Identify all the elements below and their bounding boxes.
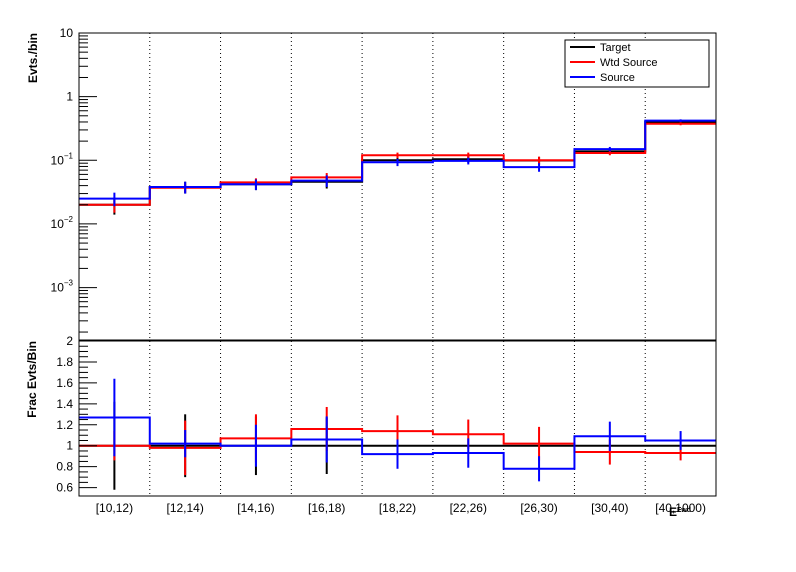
x-tick-label: [18,22) <box>379 501 416 515</box>
x-tick-label: [16,18) <box>308 501 345 515</box>
y-tick-label: 0.8 <box>56 460 73 474</box>
x-tick-label: [22,26) <box>450 501 487 515</box>
bottom-panel: 0.6 0.8 1 1.2 1.4 1.6 1.8 2 [10,12) [12,14) [14,1… <box>25 334 717 519</box>
source-ratio-step-line <box>79 416 716 470</box>
y-tick-label: 2 <box>66 334 73 348</box>
y-tick-base: 10 <box>51 153 65 167</box>
source-step-line <box>79 119 716 200</box>
top-series-layer <box>79 119 716 215</box>
bottom-y-axis-label: Frac Evts/Bin <box>25 341 39 418</box>
legend: Target Wtd Source Source <box>564 39 710 88</box>
y-tick-exponent: −3 <box>64 279 74 288</box>
x-axis-title-main: E <box>669 505 677 519</box>
x-tick-label: [40,1000) <box>655 501 706 515</box>
x-tick-label: [10,12) <box>96 501 133 515</box>
legend-label-source: Source <box>600 72 635 84</box>
y-tick-label: 1 <box>66 90 73 104</box>
top-y-axis-label: Evts./bin <box>26 33 40 83</box>
wtd-source-ratio-step-line <box>79 427 716 455</box>
top-frame <box>78 32 717 341</box>
y-tick-label: 1.6 <box>56 376 73 390</box>
y-tick-exponent: −2 <box>64 215 74 224</box>
y-tick-label: 10−2 <box>51 215 74 231</box>
legend-label-target: Target <box>600 42 631 54</box>
y-tick-label: 10−3 <box>51 279 74 295</box>
y-tick-label: 10−1 <box>51 151 74 167</box>
x-tick-label: [30,40) <box>591 501 628 515</box>
y-tick-exponent: −1 <box>64 151 74 160</box>
bottom-series-layer <box>79 378 716 490</box>
y-tick-label: 1.8 <box>56 355 73 369</box>
y-tick-label: 1.2 <box>56 418 73 432</box>
y-tick-base: 10 <box>51 217 65 231</box>
x-axis-category-labels: [10,12) [12,14) [14,16) [16,18) [18,22) [22,2… <box>96 501 706 515</box>
y-tick-label: 0.6 <box>56 481 73 495</box>
x-tick-label: [14,16) <box>237 501 274 515</box>
y-tick-base: 10 <box>51 281 65 295</box>
legend-label-wtd-source: Wtd Source <box>600 57 657 69</box>
y-tick-label: 1.4 <box>56 397 73 411</box>
x-tick-label: [12,14) <box>166 501 203 515</box>
x-axis-title-subscript: Fwd <box>677 507 691 514</box>
x-axis-title: EFwd <box>669 505 691 519</box>
bottom-y-axis: 0.6 0.8 1 1.2 1.4 1.6 1.8 2 <box>56 334 97 495</box>
y-tick-label: 10 <box>60 26 74 40</box>
y-tick-label: 1 <box>66 439 73 453</box>
x-tick-label: [26,30) <box>520 501 557 515</box>
bottom-frame <box>78 340 717 497</box>
